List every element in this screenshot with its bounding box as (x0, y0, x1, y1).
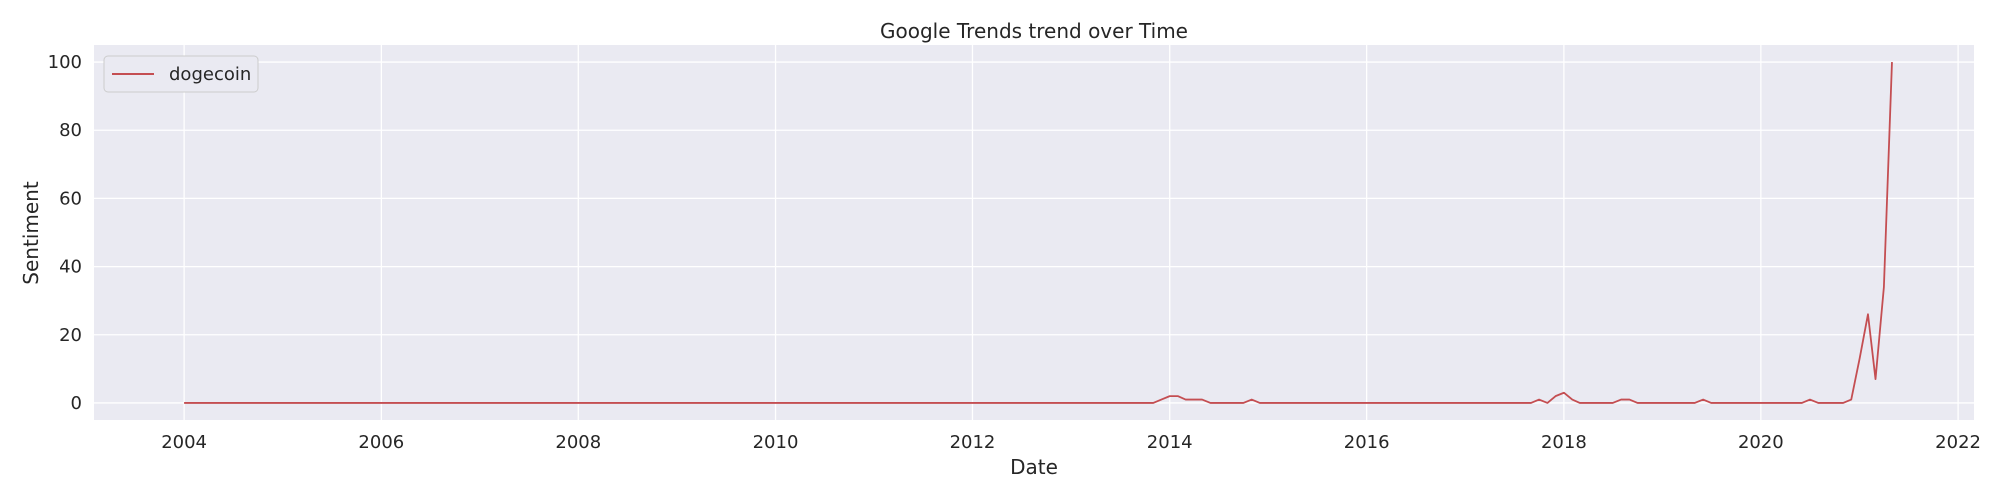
y-tick-label-60: 60 (59, 188, 82, 209)
x-tick-label-2014: 2014 (1147, 432, 1193, 453)
x-tick-label-2004: 2004 (161, 432, 207, 453)
x-tick-label-2022: 2022 (1935, 432, 1981, 453)
x-tick-label-2010: 2010 (753, 432, 799, 453)
y-tick-label-20: 20 (59, 325, 82, 346)
legend-label-dogecoin: dogecoin (169, 64, 251, 85)
x-tick-label-2020: 2020 (1738, 432, 1784, 453)
legend: dogecoin (103, 55, 259, 93)
x-tick-label-2008: 2008 (555, 432, 601, 453)
x-tick-label-2018: 2018 (1541, 432, 1587, 453)
y-tick-label-80: 80 (59, 120, 82, 141)
x-tick-labels: 2004 2006 2008 2010 2012 2014 2016 2018 2020 2022 (161, 432, 1981, 453)
y-tick-label-100: 100 (48, 52, 82, 73)
legend-box (103, 55, 259, 93)
y-tick-label-0: 0 (71, 393, 82, 414)
y-axis-title: Sentiment (19, 181, 43, 285)
series-layer (184, 62, 1893, 404)
y-tick-labels: 0 20 40 60 80 100 (48, 52, 82, 414)
x-tick-label-2006: 2006 (358, 432, 404, 453)
y-tick-label-40: 40 (59, 257, 82, 278)
x-tick-label-2012: 2012 (950, 432, 996, 453)
plot-background (94, 45, 1974, 420)
x-axis-title: Date (1010, 455, 1058, 479)
x-tick-label-2016: 2016 (1344, 432, 1390, 453)
series-line-dogecoin (184, 62, 1893, 404)
chart-title: Google Trends trend over Time (880, 19, 1188, 43)
